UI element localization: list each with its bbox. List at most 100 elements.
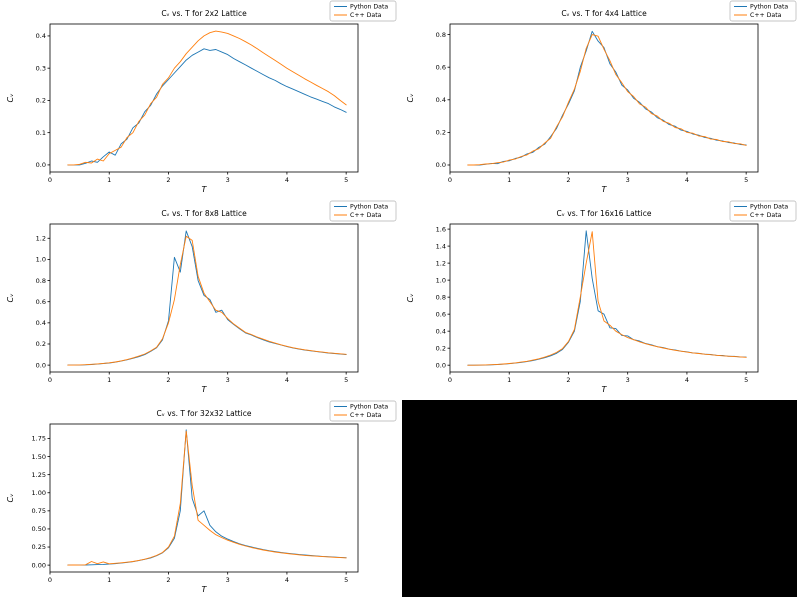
legend-label: C++ Data <box>750 212 782 219</box>
y-tick-label: 0.2 <box>36 340 46 348</box>
x-tick-label: 4 <box>685 176 689 184</box>
x-tick-label: 5 <box>744 376 748 384</box>
subplot-16x16-lattice: 0 1 2 3 4 5 0.0 0.2 0.4 0.6 0.8 1.0 1.2 1.4 1.6 Cᵥ vs. … <box>400 200 800 400</box>
series-line-python-data <box>67 48 347 166</box>
x-tick-label: 3 <box>226 576 230 584</box>
series-line-python-data <box>67 429 347 566</box>
y-tick-label: 1.00 <box>32 489 46 497</box>
y-tick-label: 0.2 <box>36 97 46 105</box>
y-tick-label: 1.2 <box>36 234 46 242</box>
x-tick-label: 4 <box>285 376 289 384</box>
y-axis-label: Cᵥ <box>6 493 15 503</box>
legend-label: C++ Data <box>750 12 782 19</box>
y-tick-label: 0.4 <box>36 32 46 40</box>
x-tick-label: 2 <box>166 376 170 384</box>
x-axis-label: T <box>202 185 208 194</box>
x-tick-label: 2 <box>166 176 170 184</box>
y-tick-label: 1.0 <box>436 276 446 284</box>
x-tick-label: 4 <box>285 576 289 584</box>
y-tick-label: 0.0 <box>436 361 446 369</box>
x-tick-label: 1 <box>107 576 111 584</box>
x-axis-label: T <box>202 385 208 394</box>
subplot-32x32-lattice: 0 1 2 3 4 5 0.00 0.25 0.50 0.75 1.00 1.25 1.50 1.75 Cᵥ… <box>0 400 400 600</box>
legend-label: C++ Data <box>350 212 382 219</box>
x-tick-label: 2 <box>566 376 570 384</box>
legend-label: Python Data <box>750 204 788 211</box>
chart-8x8-lattice: 0 1 2 3 4 5 0.0 0.2 0.4 0.6 0.8 1.0 1.2 Cᵥ vs. T for … <box>6 200 397 394</box>
chart-2x2-lattice: 0 1 2 3 4 5 0.0 0.1 0.2 0.3 0.4 Cᵥ vs. T for 2x2 La… <box>6 0 397 194</box>
x-tick-label: 3 <box>226 176 230 184</box>
y-tick-label: 0.75 <box>32 507 46 515</box>
y-tick-label: 1.2 <box>436 259 446 267</box>
y-axis-label: Cᵥ <box>406 293 415 303</box>
axes-frame <box>449 223 759 373</box>
subplot-8x8-lattice: 0 1 2 3 4 5 0.0 0.2 0.4 0.6 0.8 1.0 1.2 Cᵥ vs. T for … <box>0 200 400 400</box>
series-line-c-data <box>467 34 747 166</box>
y-tick-label: 0.0 <box>36 161 46 169</box>
legend-label: C++ Data <box>350 12 382 19</box>
y-axis-label: Cᵥ <box>6 293 15 303</box>
x-axis-label: T <box>602 385 608 394</box>
y-tick-label: 0.3 <box>36 64 46 72</box>
y-tick-label: 1.75 <box>32 435 46 443</box>
x-axis-label: T <box>202 585 208 594</box>
chart-32x32-lattice: 0 1 2 3 4 5 0.00 0.25 0.50 0.75 1.00 1.25 1.50 1.75 Cᵥ… <box>6 400 397 594</box>
x-tick-label: 4 <box>285 176 289 184</box>
legend-label: Python Data <box>350 4 388 11</box>
y-tick-label: 1.25 <box>32 471 46 479</box>
chart-title: Cᵥ vs. T for 32x32 Lattice <box>157 409 252 418</box>
chart-title: Cᵥ vs. T for 4x4 Lattice <box>561 9 647 18</box>
x-tick-label: 3 <box>626 176 630 184</box>
x-tick-label: 4 <box>685 376 689 384</box>
subplot-2x2-lattice: 0 1 2 3 4 5 0.0 0.1 0.2 0.3 0.4 Cᵥ vs. T for 2x2 La… <box>0 0 400 200</box>
legend-label: Python Data <box>350 404 388 411</box>
y-tick-label: 0.6 <box>436 310 446 318</box>
y-tick-label: 0.4 <box>436 327 446 335</box>
y-tick-label: 0.25 <box>32 543 46 551</box>
series-line-c-data <box>67 430 347 566</box>
x-tick-label: 3 <box>226 376 230 384</box>
y-tick-label: 1.50 <box>32 453 46 461</box>
y-tick-label: 0.1 <box>36 129 46 137</box>
x-tick-label: 0 <box>48 376 52 384</box>
series-line-python-data <box>467 30 747 166</box>
y-tick-label: 0.0 <box>436 161 446 169</box>
x-tick-label: 3 <box>626 376 630 384</box>
x-tick-label: 2 <box>166 576 170 584</box>
series-line-c-data <box>467 231 747 366</box>
x-axis-label: T <box>602 185 608 194</box>
y-tick-label: 0.50 <box>32 525 46 533</box>
x-tick-label: 0 <box>448 376 452 384</box>
y-tick-label: 0.6 <box>436 63 446 71</box>
axes-frame <box>49 223 359 373</box>
y-tick-label: 0.2 <box>436 344 446 352</box>
series-line-python-data <box>467 230 747 366</box>
blank-panel-rect <box>402 400 797 597</box>
x-tick-label: 5 <box>344 376 348 384</box>
y-tick-label: 1.4 <box>436 242 446 250</box>
axes-frame <box>49 23 359 173</box>
series-line-c-data <box>67 235 347 366</box>
y-tick-label: 0.0 <box>36 361 46 369</box>
y-tick-label: 1.6 <box>436 225 446 233</box>
y-tick-label: 1.0 <box>36 256 46 264</box>
blank-panel <box>400 400 800 600</box>
legend-label: Python Data <box>750 4 788 11</box>
y-tick-label: 0.4 <box>36 319 46 327</box>
subplot-4x4-lattice: 0 1 2 3 4 5 0.0 0.2 0.4 0.6 0.8 Cᵥ vs. T for 4x4 La… <box>400 0 800 200</box>
x-tick-label: 5 <box>744 176 748 184</box>
series-line-c-data <box>67 30 347 166</box>
y-tick-label: 0.2 <box>436 129 446 137</box>
x-tick-label: 0 <box>448 176 452 184</box>
legend-label: Python Data <box>350 204 388 211</box>
x-tick-label: 0 <box>48 176 52 184</box>
y-tick-label: 0.6 <box>36 298 46 306</box>
chart-title: Cᵥ vs. T for 8x8 Lattice <box>161 209 247 218</box>
chart-title: Cᵥ vs. T for 2x2 Lattice <box>161 9 247 18</box>
x-tick-label: 1 <box>507 376 511 384</box>
chart-4x4-lattice: 0 1 2 3 4 5 0.0 0.2 0.4 0.6 0.8 Cᵥ vs. T for 4x4 La… <box>406 0 797 194</box>
x-tick-label: 1 <box>507 176 511 184</box>
y-tick-label: 0.4 <box>436 96 446 104</box>
chart-16x16-lattice: 0 1 2 3 4 5 0.0 0.2 0.4 0.6 0.8 1.0 1.2 1.4 1.6 Cᵥ vs. … <box>406 200 797 394</box>
